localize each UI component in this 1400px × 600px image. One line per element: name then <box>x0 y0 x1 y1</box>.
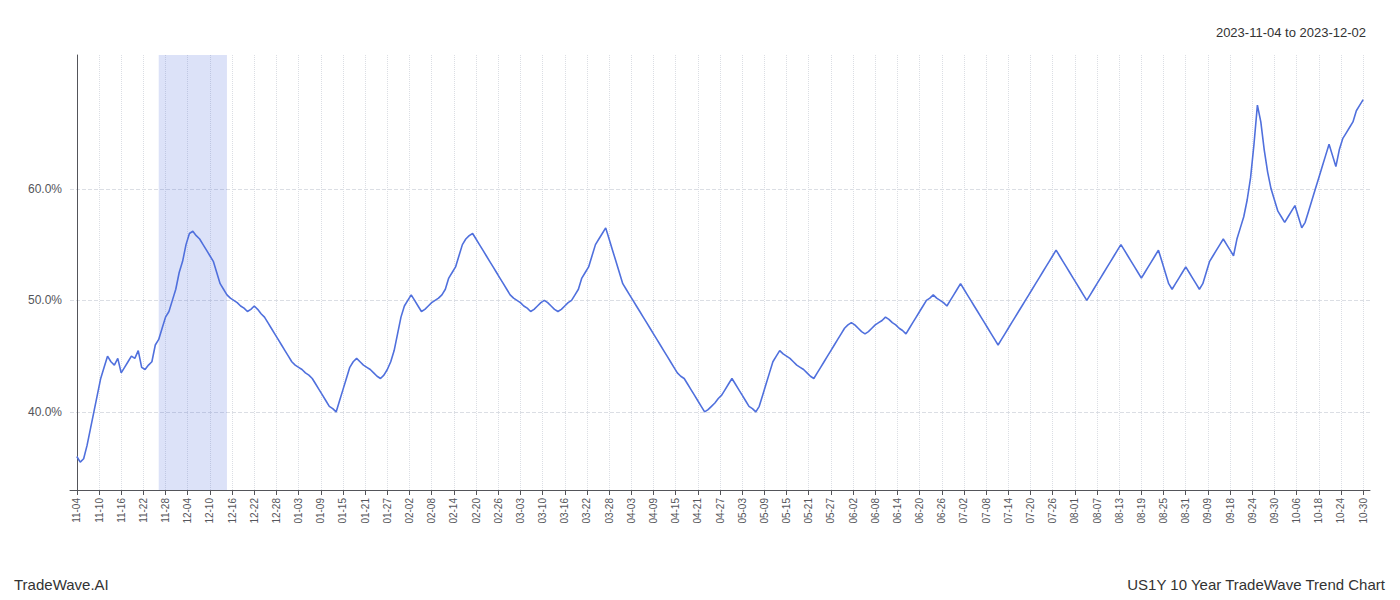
svg-text:02-26: 02-26 <box>493 498 504 524</box>
svg-text:07-20: 07-20 <box>1025 498 1036 524</box>
svg-text:06-26: 06-26 <box>936 498 947 524</box>
svg-text:05-09: 05-09 <box>759 498 770 524</box>
svg-text:11-16: 11-16 <box>116 498 127 523</box>
svg-text:01-27: 01-27 <box>382 498 393 524</box>
svg-text:07-08: 07-08 <box>981 498 992 524</box>
svg-text:10-24: 10-24 <box>1335 498 1346 524</box>
svg-text:06-14: 06-14 <box>892 498 903 524</box>
svg-text:08-25: 08-25 <box>1158 498 1169 524</box>
svg-text:12-04: 12-04 <box>182 498 193 524</box>
svg-text:04-09: 04-09 <box>648 498 659 524</box>
svg-text:03-16: 03-16 <box>559 498 570 524</box>
svg-text:08-01: 08-01 <box>1069 498 1080 524</box>
svg-text:06-20: 06-20 <box>914 498 925 524</box>
svg-text:10-06: 10-06 <box>1291 498 1302 524</box>
svg-text:2023-11-04 to 2023-12-02: 2023-11-04 to 2023-12-02 <box>1216 25 1366 40</box>
svg-text:08-13: 08-13 <box>1114 498 1125 524</box>
svg-text:01-21: 01-21 <box>360 498 371 524</box>
svg-text:04-21: 04-21 <box>692 498 703 524</box>
svg-text:12-16: 12-16 <box>227 498 238 524</box>
svg-text:11-28: 11-28 <box>160 498 171 523</box>
svg-text:08-31: 08-31 <box>1180 498 1191 524</box>
svg-text:02-02: 02-02 <box>404 498 415 524</box>
svg-text:10-18: 10-18 <box>1313 498 1324 524</box>
svg-text:01-15: 01-15 <box>337 498 348 524</box>
svg-text:US1Y 10 Year TradeWave Trend C: US1Y 10 Year TradeWave Trend Chart <box>1127 576 1385 593</box>
svg-text:09-18: 09-18 <box>1225 498 1236 524</box>
svg-text:50.0%: 50.0% <box>28 293 62 307</box>
svg-text:10-30: 10-30 <box>1358 498 1369 524</box>
svg-text:03-28: 03-28 <box>604 498 615 524</box>
svg-text:05-15: 05-15 <box>781 498 792 524</box>
svg-text:04-03: 04-03 <box>626 498 637 524</box>
svg-text:09-30: 09-30 <box>1269 498 1280 524</box>
svg-text:02-08: 02-08 <box>426 498 437 524</box>
svg-text:06-02: 06-02 <box>848 498 859 524</box>
svg-text:03-10: 03-10 <box>537 498 548 524</box>
svg-text:01-09: 01-09 <box>315 498 326 524</box>
svg-text:07-02: 07-02 <box>958 498 969 524</box>
svg-text:40.0%: 40.0% <box>28 405 62 419</box>
svg-text:05-27: 05-27 <box>825 498 836 524</box>
svg-text:09-09: 09-09 <box>1202 498 1213 524</box>
svg-text:03-03: 03-03 <box>515 498 526 524</box>
svg-text:06-08: 06-08 <box>870 498 881 524</box>
svg-text:02-14: 02-14 <box>448 498 459 524</box>
svg-text:12-22: 12-22 <box>249 498 260 524</box>
svg-text:09-24: 09-24 <box>1247 498 1258 524</box>
svg-text:08-07: 08-07 <box>1092 498 1103 524</box>
svg-text:11-22: 11-22 <box>138 498 149 523</box>
svg-text:07-14: 07-14 <box>1003 498 1014 524</box>
svg-text:TradeWave.AI: TradeWave.AI <box>14 576 109 593</box>
svg-text:07-26: 07-26 <box>1047 498 1058 524</box>
svg-text:04-15: 04-15 <box>670 498 681 524</box>
svg-text:05-03: 05-03 <box>737 498 748 524</box>
svg-text:11-10: 11-10 <box>94 498 105 523</box>
svg-text:12-10: 12-10 <box>204 498 215 524</box>
svg-text:03-22: 03-22 <box>581 498 592 524</box>
svg-text:11-04: 11-04 <box>71 498 82 523</box>
svg-text:60.0%: 60.0% <box>28 182 62 196</box>
svg-text:08-19: 08-19 <box>1136 498 1147 524</box>
svg-text:01-03: 01-03 <box>293 498 304 524</box>
svg-text:05-21: 05-21 <box>803 498 814 524</box>
svg-text:04-27: 04-27 <box>715 498 726 524</box>
svg-text:02-20: 02-20 <box>471 498 482 524</box>
svg-text:12-28: 12-28 <box>271 498 282 524</box>
